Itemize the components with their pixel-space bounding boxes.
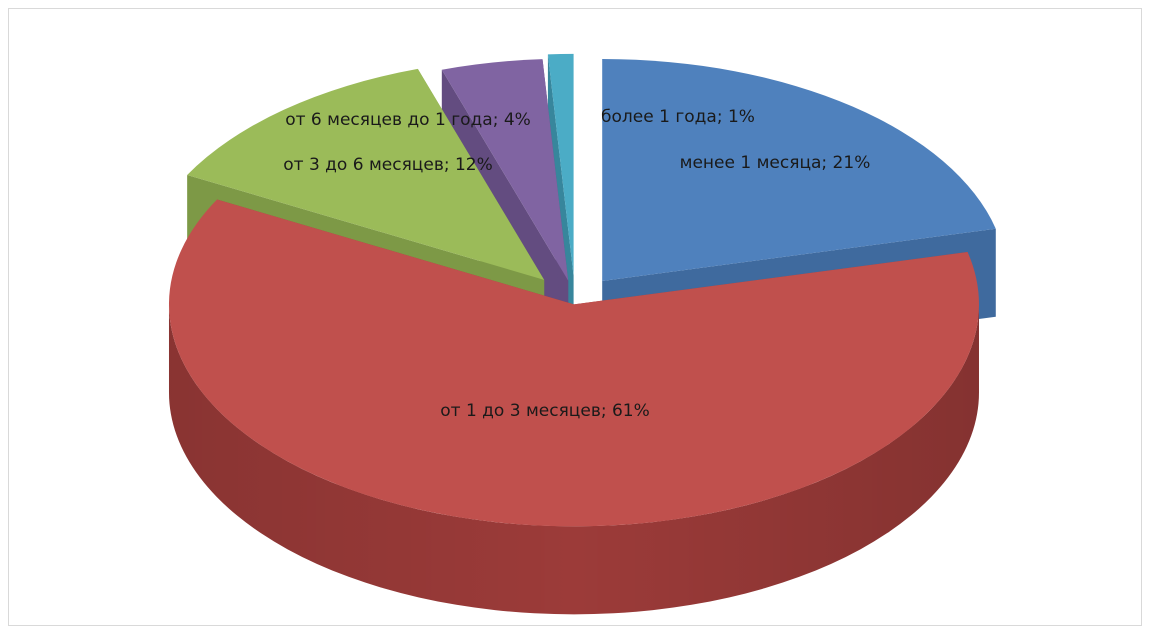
slice-1-top bbox=[168, 199, 979, 527]
slice-1 bbox=[168, 199, 979, 615]
data-label-2: от 3 до 6 месяцев; 12% bbox=[283, 155, 493, 175]
slice-3-top bbox=[441, 59, 569, 281]
slice-2-top bbox=[187, 68, 545, 280]
slice-0-top bbox=[602, 59, 996, 282]
slice-1-side-shade bbox=[168, 304, 979, 615]
data-label-3: от 6 месяцев до 1 года; 4% bbox=[285, 110, 531, 130]
data-label-0: менее 1 месяца; 21% bbox=[680, 153, 871, 173]
slice-4-top bbox=[547, 53, 574, 276]
data-label-1: от 1 до 3 месяцев; 61% bbox=[440, 401, 650, 421]
data-label-4: более 1 года; 1% bbox=[601, 107, 755, 127]
